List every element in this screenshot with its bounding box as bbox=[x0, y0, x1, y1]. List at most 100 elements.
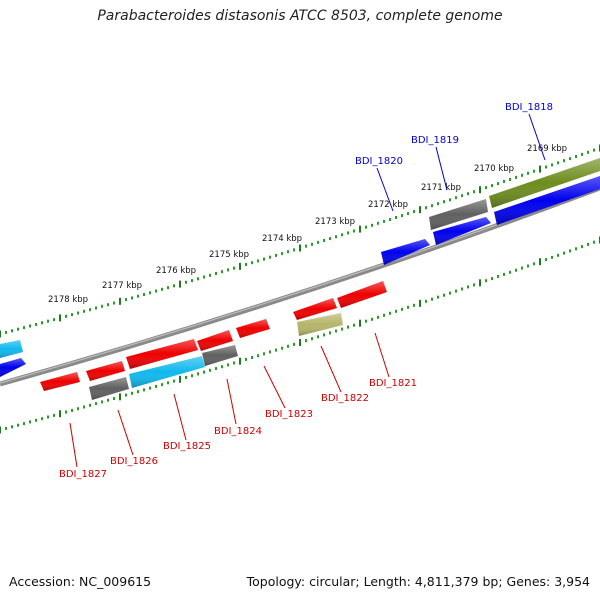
gene-feature-BDI_1822-red[interactable] bbox=[293, 298, 337, 320]
gene-label-BDI_1821[interactable]: BDI_1821 bbox=[369, 378, 417, 389]
minor-tick bbox=[53, 413, 55, 417]
gene-feature-BDI_1827[interactable] bbox=[40, 372, 80, 391]
minor-tick bbox=[383, 313, 385, 317]
gene-label-BDI_1823[interactable]: BDI_1823 bbox=[265, 409, 313, 420]
accession-text: Accession: NC_009615 bbox=[9, 574, 152, 589]
minor-tick bbox=[191, 374, 193, 378]
gene-feature-BDI_1820[interactable] bbox=[381, 239, 430, 265]
gene-label-BDI_1826[interactable]: BDI_1826 bbox=[110, 456, 158, 467]
kbp-label: 2169 kbp bbox=[527, 144, 567, 154]
minor-tick bbox=[461, 194, 463, 198]
gene-feature-BDI_1818[interactable] bbox=[494, 176, 600, 225]
gene-feature-gray[interactable] bbox=[429, 199, 488, 230]
gene-feature-edge-cyan[interactable] bbox=[0, 340, 23, 358]
minor-tick bbox=[545, 258, 547, 262]
major-tick bbox=[59, 314, 61, 322]
minor-tick bbox=[287, 344, 289, 348]
gene-feature-BDI_1826-gray[interactable] bbox=[89, 377, 129, 400]
major-tick bbox=[239, 262, 241, 270]
minor-tick bbox=[353, 323, 355, 327]
minor-tick bbox=[485, 186, 487, 190]
minor-tick bbox=[233, 266, 235, 270]
minor-tick bbox=[317, 335, 319, 339]
minor-tick bbox=[95, 402, 97, 406]
minor-tick bbox=[113, 301, 115, 305]
minor-tick bbox=[17, 423, 19, 427]
kbp-label: 2171 kbp bbox=[421, 183, 461, 193]
leader-lines bbox=[69, 113, 546, 468]
minor-tick bbox=[305, 339, 307, 343]
gene-feature-BDI_1825-cyan[interactable] bbox=[129, 356, 205, 388]
minor-tick bbox=[593, 148, 595, 152]
kbp-label: 2175 kbp bbox=[209, 250, 249, 260]
minor-tick bbox=[521, 266, 523, 270]
minor-tick bbox=[185, 280, 187, 284]
minor-tick bbox=[167, 381, 169, 385]
kbp-label: 2177 kbp bbox=[102, 281, 142, 291]
minor-tick bbox=[551, 163, 553, 167]
gene-label-BDI_1820[interactable]: BDI_1820 bbox=[355, 156, 403, 167]
minor-tick bbox=[365, 225, 367, 229]
gene-feature-BDI_1823[interactable] bbox=[236, 319, 270, 338]
minor-tick bbox=[269, 350, 271, 354]
minor-tick bbox=[533, 169, 535, 173]
minor-tick bbox=[575, 247, 577, 251]
minor-tick bbox=[503, 180, 505, 183]
gene-feature-olive[interactable] bbox=[489, 158, 600, 208]
gene-feature-BDI_1824[interactable] bbox=[197, 330, 233, 351]
minor-tick bbox=[5, 426, 7, 430]
minor-tick bbox=[35, 322, 37, 326]
minor-tick bbox=[11, 425, 13, 429]
gene-feature-BDI_1826[interactable] bbox=[86, 361, 125, 381]
minor-tick bbox=[497, 182, 499, 186]
minor-tick bbox=[71, 313, 73, 317]
minor-tick bbox=[455, 196, 457, 200]
gene-label-BDI_1822[interactable]: BDI_1822 bbox=[321, 393, 369, 404]
minor-tick bbox=[47, 415, 49, 419]
gene-feature-BDI_1822-khaki[interactable] bbox=[297, 313, 343, 336]
major-tick bbox=[479, 186, 481, 194]
gene-label-BDI_1825[interactable]: BDI_1825 bbox=[163, 441, 211, 452]
minor-tick bbox=[101, 304, 103, 308]
gene-feature-BDI_1819[interactable] bbox=[433, 217, 491, 245]
minor-tick bbox=[251, 261, 253, 265]
minor-tick bbox=[551, 255, 553, 259]
minor-tick bbox=[323, 333, 325, 337]
minor-tick bbox=[449, 291, 451, 295]
minor-tick bbox=[11, 329, 13, 333]
gene-feature-BDI_1825[interactable] bbox=[126, 339, 198, 369]
minor-tick bbox=[143, 388, 145, 392]
minor-tick bbox=[173, 379, 175, 383]
minor-tick bbox=[107, 398, 109, 402]
minor-tick bbox=[377, 221, 379, 225]
gene-feature-BDI_1824-gray[interactable] bbox=[202, 345, 238, 366]
minor-tick bbox=[23, 422, 25, 426]
gene-feature-BDI_1821[interactable] bbox=[337, 281, 387, 308]
minor-tick bbox=[407, 305, 409, 309]
gene-label-BDI_1824[interactable]: BDI_1824 bbox=[214, 426, 262, 437]
minor-tick bbox=[101, 400, 103, 404]
gene-label-BDI_1819[interactable]: BDI_1819 bbox=[411, 135, 459, 146]
minor-tick bbox=[41, 321, 43, 325]
minor-tick bbox=[413, 210, 415, 214]
major-tick bbox=[119, 393, 121, 401]
minor-tick bbox=[545, 165, 547, 169]
gene-feature-edge-blue[interactable] bbox=[0, 358, 26, 377]
minor-tick bbox=[227, 268, 229, 272]
gene-label-BDI_1827[interactable]: BDI_1827 bbox=[59, 469, 107, 480]
minor-tick bbox=[461, 287, 463, 291]
minor-tick bbox=[47, 319, 49, 323]
minor-tick bbox=[503, 272, 505, 276]
minor-tick bbox=[587, 150, 589, 154]
gene-label-BDI_1818[interactable]: BDI_1818 bbox=[505, 102, 553, 113]
forward-strand-genes bbox=[0, 158, 600, 377]
minor-tick bbox=[473, 190, 475, 194]
minor-tick bbox=[155, 289, 157, 293]
minor-tick bbox=[581, 245, 583, 249]
minor-tick bbox=[521, 173, 523, 177]
minor-tick bbox=[407, 212, 409, 216]
minor-tick bbox=[275, 253, 277, 257]
minor-tick bbox=[197, 372, 199, 376]
minor-tick bbox=[251, 356, 253, 359]
